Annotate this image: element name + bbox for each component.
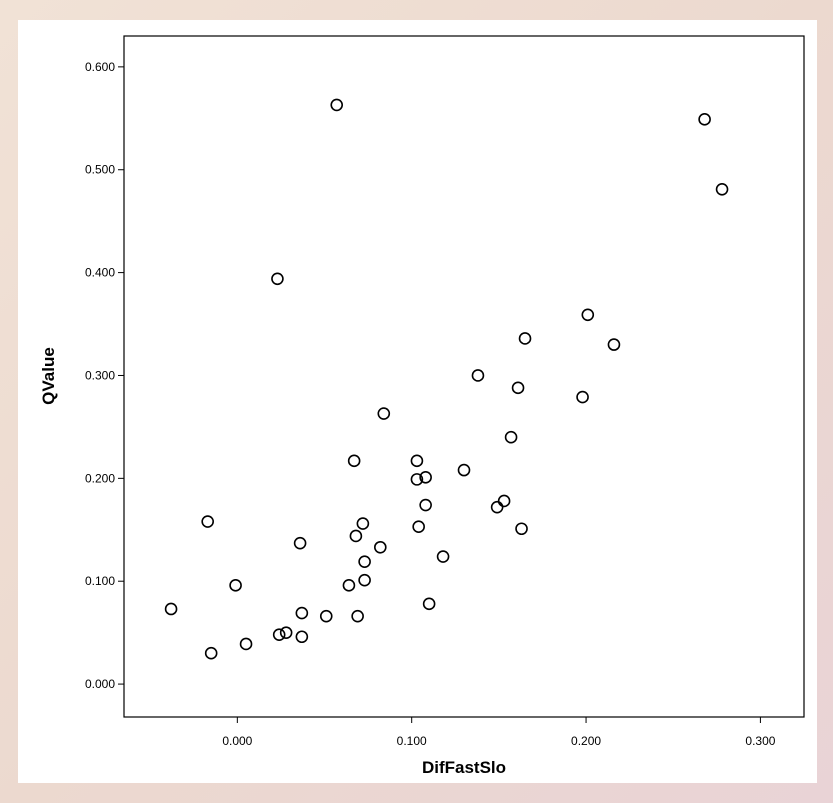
data-point: [356, 517, 370, 530]
y-tick-label: 0.400: [85, 266, 115, 280]
data-point: [581, 308, 595, 322]
data-point: [504, 430, 518, 444]
x-tick-label: 0.200: [571, 734, 601, 748]
data-point: [295, 606, 309, 620]
data-point: [511, 381, 525, 395]
data-point: [272, 628, 286, 642]
scatter-chart: 0.000 0.100 0.200 0.300 0.400 0.500 0.600 0.00…: [39, 35, 805, 777]
data-point: [349, 529, 363, 543]
data-point: [497, 494, 511, 508]
y-axis: 0.000 0.100 0.200 0.300 0.400 0.500 0.600: [85, 60, 124, 691]
data-point: [279, 626, 293, 639]
data-point: [457, 463, 471, 477]
y-tick-label: 0.300: [85, 368, 115, 382]
chart-frame: 0.000 0.100 0.200 0.300 0.400 0.500 0.600 0.00…: [18, 20, 817, 783]
data-point: [518, 332, 532, 345]
data-point: [293, 536, 307, 550]
data-point: [377, 407, 391, 420]
data-point: [330, 98, 344, 112]
data-point: [358, 573, 371, 587]
x-tick-label: 0.000: [222, 734, 252, 748]
data-point: [351, 609, 364, 623]
data-point: [607, 338, 621, 351]
data-point: [271, 272, 284, 286]
data-point: [342, 579, 356, 592]
y-tick-label: 0.000: [85, 677, 115, 691]
y-tick-label: 0.500: [85, 163, 115, 177]
x-tick-label: 0.300: [745, 734, 775, 748]
data-point: [436, 550, 450, 563]
data-point: [410, 454, 424, 468]
y-axis-title: QValue: [39, 347, 58, 405]
data-point: [698, 113, 711, 126]
data-point: [490, 500, 504, 514]
data-point: [412, 520, 425, 533]
data-point: [576, 390, 589, 404]
data-point: [358, 555, 371, 568]
data-point: [295, 630, 309, 644]
data-point: [715, 182, 729, 196]
data-point: [201, 515, 214, 528]
plot-area: [123, 35, 805, 718]
data-point: [422, 597, 436, 611]
data-point: [419, 498, 432, 512]
data-point: [374, 540, 387, 554]
y-tick-label: 0.100: [85, 574, 115, 588]
data-points: [164, 98, 729, 660]
y-tick-label: 0.200: [85, 471, 115, 485]
data-point: [347, 454, 361, 468]
data-point: [239, 637, 253, 651]
x-axis-title: DifFastSlo: [422, 758, 506, 777]
data-point: [164, 602, 178, 616]
data-point: [319, 609, 333, 623]
data-point: [410, 473, 424, 486]
data-point: [471, 369, 485, 382]
x-tick-label: 0.100: [397, 734, 427, 748]
data-point: [515, 522, 528, 536]
data-point: [204, 646, 218, 660]
data-point: [229, 579, 242, 592]
data-point: [419, 471, 432, 484]
x-axis: 0.000 0.100 0.200 0.300: [222, 717, 776, 748]
y-tick-label: 0.600: [85, 60, 115, 74]
